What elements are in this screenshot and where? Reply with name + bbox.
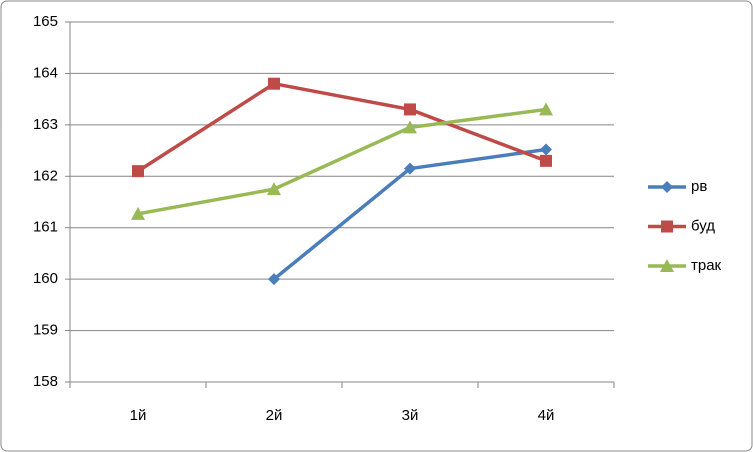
x-tick-label: 4й <box>538 407 555 424</box>
data-point <box>539 102 553 116</box>
legend-marker <box>661 181 673 193</box>
data-point <box>403 120 417 134</box>
data-point <box>267 182 281 196</box>
y-tick-label: 160 <box>33 270 58 287</box>
data-point <box>540 143 552 156</box>
y-tick-label: 165 <box>33 13 58 30</box>
y-tick-label: 163 <box>33 116 58 133</box>
data-point <box>268 77 280 90</box>
legend-marker <box>661 220 673 233</box>
x-tick-label: 3й <box>402 407 419 424</box>
y-tick-label: 159 <box>33 322 58 339</box>
x-tick-label: 2й <box>266 407 283 424</box>
y-tick-label: 164 <box>33 64 58 81</box>
data-point <box>540 154 552 167</box>
data-point <box>404 162 416 175</box>
series-line <box>137 107 547 216</box>
x-tick-label: 1й <box>130 407 147 424</box>
y-tick-label: 162 <box>33 167 58 184</box>
y-tick-label: 158 <box>33 373 58 390</box>
data-point <box>404 103 416 116</box>
legend-label: буд <box>691 217 715 234</box>
data-point <box>268 273 280 286</box>
y-tick-label: 161 <box>33 219 58 236</box>
data-point <box>131 206 145 220</box>
legend-marker <box>660 259 674 272</box>
series-line <box>137 81 547 173</box>
legend-label: рв <box>691 178 707 195</box>
data-point <box>132 165 144 178</box>
legend-label: трак <box>691 257 722 274</box>
